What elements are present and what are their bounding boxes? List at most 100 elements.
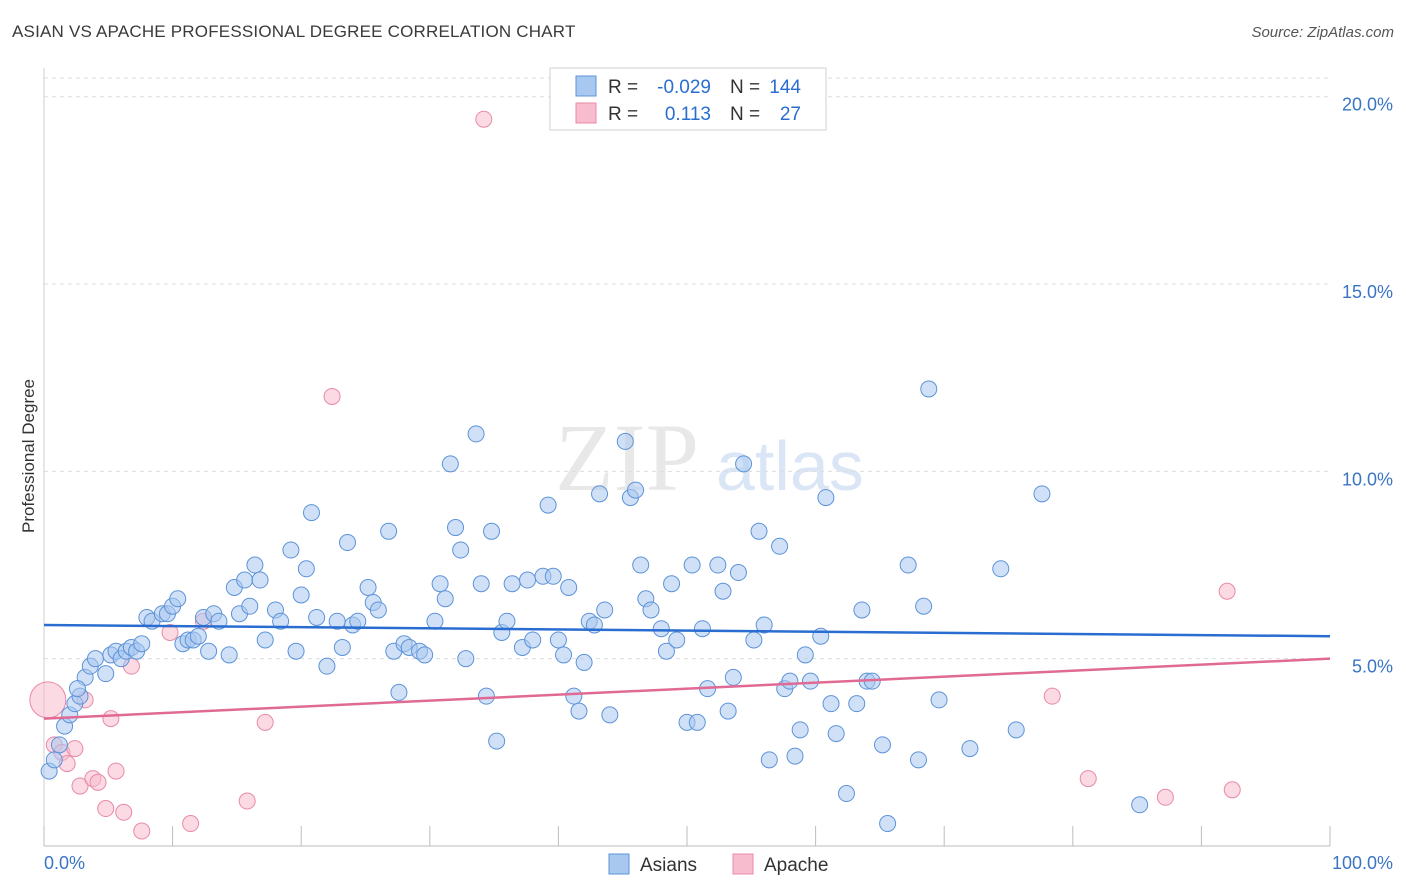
legend-asians-n-value: 144	[769, 77, 801, 98]
asian-point-65	[431, 575, 449, 593]
asian-point-112	[714, 582, 732, 600]
asian-point-96	[616, 432, 634, 450]
apache-point-4	[66, 740, 84, 758]
asian-point-89	[570, 702, 588, 720]
asian-point-101	[642, 601, 660, 619]
asian-point-113	[719, 702, 737, 720]
legend-asians-r-value: -0.029	[657, 77, 711, 98]
asian-point-46	[302, 504, 320, 522]
asian-point-140	[909, 751, 927, 769]
asian-point-143	[930, 691, 948, 709]
asian-point-109	[693, 620, 711, 638]
asian-point-102	[652, 620, 670, 638]
asian-point-94	[596, 601, 614, 619]
asian-point-142	[920, 380, 938, 398]
asian-point-134	[853, 601, 871, 619]
asian-point-119	[755, 616, 773, 634]
correlation-legend: R = -0.029 N = 144 R = 0.113 N = 27	[549, 67, 827, 131]
asian-point-108	[688, 713, 706, 731]
x-axis-min-label: 0.0%	[44, 853, 85, 873]
asian-point-71	[467, 425, 485, 443]
asian-point-90	[575, 653, 593, 671]
x-axis-ticks	[43, 826, 1331, 846]
asian-point-120	[760, 751, 778, 769]
apache-point-11	[107, 762, 125, 780]
asian-point-123	[781, 672, 799, 690]
asian-point-85	[549, 631, 567, 649]
asian-point-73	[477, 687, 495, 705]
x-axis-max-label: 100.0%	[1332, 853, 1393, 873]
legend-apache-swatch	[575, 102, 597, 124]
asian-point-32	[220, 646, 238, 664]
apache-point-19	[256, 713, 274, 731]
asian-point-98	[627, 481, 645, 499]
asian-point-133	[848, 695, 866, 713]
asian-point-111	[709, 556, 727, 574]
asian-point-145	[992, 560, 1010, 578]
asian-point-41	[272, 612, 290, 630]
asian-point-42	[282, 541, 300, 559]
apache-point-16	[182, 815, 200, 833]
asian-point-118	[750, 522, 768, 540]
legend-apache-n-label: N =	[730, 104, 760, 125]
asian-point-114	[724, 668, 742, 686]
apache-point-20	[323, 387, 341, 405]
apache-trend-line	[43, 657, 1331, 720]
asian-point-45	[297, 560, 315, 578]
apache-point-24	[1156, 788, 1174, 806]
asian-point-124	[786, 747, 804, 765]
asian-point-93	[591, 485, 609, 503]
asian-point-129	[817, 489, 835, 507]
asian-point-139	[899, 556, 917, 574]
asian-point-44	[292, 586, 310, 604]
asian-point-95	[601, 706, 619, 724]
asian-point-131	[827, 725, 845, 743]
asian-point-70	[457, 650, 475, 668]
asian-point-53	[349, 612, 367, 630]
apache-point-15	[161, 623, 179, 641]
bottom-legend-asians-swatch	[608, 853, 630, 875]
asian-point-121	[771, 537, 789, 555]
asian-point-59	[390, 683, 408, 701]
apache-point-23	[1079, 770, 1097, 788]
apache-point-18	[238, 792, 256, 810]
y-tick-label-0: 5.0%	[1352, 657, 1393, 677]
asian-point-81	[524, 631, 542, 649]
asian-point-138	[879, 815, 897, 833]
asian-point-126	[796, 646, 814, 664]
asian-point-37	[246, 556, 264, 574]
asian-point-117	[745, 631, 763, 649]
asian-point-84	[544, 567, 562, 585]
asian-point-107	[683, 556, 701, 574]
asian-point-36	[241, 597, 259, 615]
asian-point-23	[169, 590, 187, 608]
apache-point-12	[115, 803, 133, 821]
apache-point-10	[102, 710, 120, 728]
asian-point-72	[472, 575, 490, 593]
source-label: Source: ZipAtlas.com	[1251, 24, 1394, 41]
asian-point-27	[189, 627, 207, 645]
asian-point-99	[632, 556, 650, 574]
y-axis-title: Professional Degree	[19, 379, 38, 533]
asians-series	[40, 380, 1149, 833]
series-legend: Asians Apache	[608, 853, 828, 876]
asian-point-69	[452, 541, 470, 559]
asian-point-78	[503, 575, 521, 593]
asian-point-141	[915, 597, 933, 615]
asian-point-74	[483, 522, 501, 540]
legend-apache-n-value: 27	[780, 104, 801, 125]
legend-asians-swatch	[575, 75, 597, 97]
asian-point-115	[729, 564, 747, 582]
asian-point-104	[663, 575, 681, 593]
asian-point-130	[822, 695, 840, 713]
asian-point-9	[86, 650, 104, 668]
apache-point-22	[1043, 687, 1061, 705]
asian-point-148	[1131, 796, 1149, 814]
asian-point-86	[555, 646, 573, 664]
asians-trend-line	[43, 623, 1331, 638]
bottom-legend-apache-swatch	[732, 853, 754, 875]
asian-point-39	[256, 631, 274, 649]
trend-lines	[43, 623, 1331, 720]
asian-point-116	[735, 455, 753, 473]
